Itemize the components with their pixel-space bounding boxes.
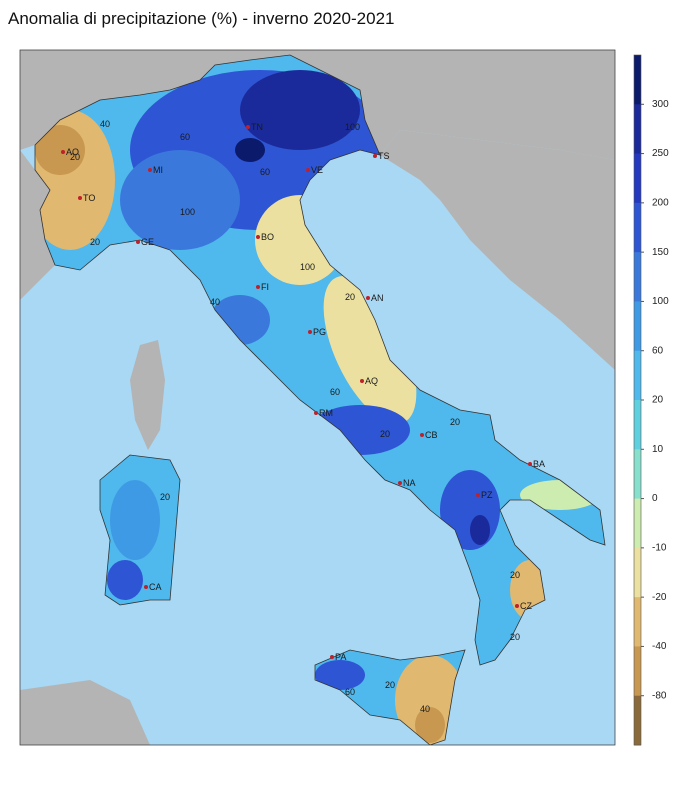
colorbar-tick-label: 300 (652, 99, 669, 110)
city-label: BA (533, 459, 545, 469)
city-label: PA (335, 652, 346, 662)
colorbar-tick-label: -40 (652, 641, 667, 652)
contour-label: 40 (420, 704, 430, 714)
city-marker (61, 150, 65, 154)
city-label: MI (153, 165, 163, 175)
city-label: CA (149, 582, 162, 592)
city-marker (256, 285, 260, 289)
city-marker (144, 585, 148, 589)
contour-label: 20 (345, 292, 355, 302)
contour-label: 60 (330, 387, 340, 397)
map-area (20, 50, 615, 745)
colorbar-swatch (634, 301, 641, 352)
colorbar-tick-label: 200 (652, 197, 669, 208)
city-marker (314, 411, 318, 415)
city-label: TN (251, 122, 263, 132)
city-marker (515, 604, 519, 608)
colorbar-tick-label: 60 (652, 345, 664, 356)
city-label: CB (425, 430, 438, 440)
city-label: TO (83, 193, 95, 203)
colorbar-swatch (634, 646, 641, 697)
city-label: NA (403, 478, 416, 488)
colorbar-tick-label: -20 (652, 592, 667, 603)
colorbar-swatch (634, 55, 641, 105)
city-marker (330, 655, 334, 659)
map-frame (19, 49, 616, 746)
contour-label: 40 (210, 297, 220, 307)
coastline (34, 54, 606, 745)
colorbar-swatch (634, 400, 641, 450)
city-marker (308, 330, 312, 334)
city-marker (246, 125, 250, 129)
city-label: AN (371, 293, 384, 303)
labels: AO TO MI TN VE TS GE BO FI AN PG AQ RM CB BA NA PZ CA CZ PA… (61, 119, 545, 714)
colorbar-tick-label: 0 (652, 493, 658, 504)
city-marker (148, 168, 152, 172)
contour-label: 60 (345, 687, 355, 697)
city-marker (420, 433, 424, 437)
city-label: VE (311, 165, 323, 175)
city-label: FI (261, 282, 269, 292)
contour-label: 20 (90, 237, 100, 247)
colorbar-swatch (634, 695, 641, 746)
contour-label: 20 (380, 429, 390, 439)
city-marker (528, 462, 532, 466)
colorbar-swatch (634, 597, 641, 647)
colorbar-tick-label: -10 (652, 542, 667, 553)
city-label: TS (378, 151, 390, 161)
colorbar-swatch (634, 498, 641, 549)
contour-label: 20 (70, 152, 80, 162)
contour-label: 40 (100, 119, 110, 129)
land-africa (20, 680, 150, 745)
contour-label: 60 (180, 132, 190, 142)
contour-label: 20 (510, 570, 520, 580)
colorbar-swatch (634, 252, 641, 302)
city-marker (256, 235, 260, 239)
colorbar-swatch (634, 350, 641, 401)
colorbar-swatch (634, 547, 641, 598)
colorbar-tick-label: 20 (652, 395, 664, 406)
colorbar-swatch (634, 104, 641, 155)
city-label: PZ (481, 490, 493, 500)
colorbar-swatch (634, 153, 641, 204)
land-balkans (380, 130, 615, 370)
colorbar-tick-label: 10 (652, 444, 664, 455)
contour-label: 20 (385, 680, 395, 690)
colorbar-tick-label: 150 (652, 247, 669, 258)
colorbar-tick-label: 250 (652, 148, 669, 159)
city-marker (78, 196, 82, 200)
city-marker (476, 493, 480, 497)
city-label: RM (319, 408, 333, 418)
contour-label: 60 (260, 167, 270, 177)
city-marker (373, 154, 377, 158)
city-marker (306, 168, 310, 172)
contour-label: 100 (345, 122, 360, 132)
corsica (130, 340, 165, 450)
city-marker (366, 296, 370, 300)
colorbar-tick-label: 100 (652, 296, 669, 307)
city-marker (136, 240, 140, 244)
city-label: CZ (520, 601, 532, 611)
colorbar-swatch (634, 202, 641, 253)
contour-label: 100 (180, 207, 195, 217)
city-label: GE (141, 237, 154, 247)
city-marker (360, 379, 364, 383)
city-marker (398, 481, 402, 485)
city-label: BO (261, 232, 274, 242)
contour-label: 100 (300, 262, 315, 272)
city-label: AO (66, 147, 79, 157)
colorbar-tick-label: -80 (652, 690, 667, 701)
land-north (20, 50, 615, 160)
city-label: PG (313, 327, 326, 337)
map-title: Anomalia di precipitazione (%) - inverno… (8, 9, 395, 28)
city-label: AQ (365, 376, 378, 386)
land-france (20, 150, 55, 300)
colorbar-swatch (634, 449, 641, 500)
contour-label: 20 (160, 492, 170, 502)
contour-label: 20 (450, 417, 460, 427)
contour-label: 20 (510, 632, 520, 642)
